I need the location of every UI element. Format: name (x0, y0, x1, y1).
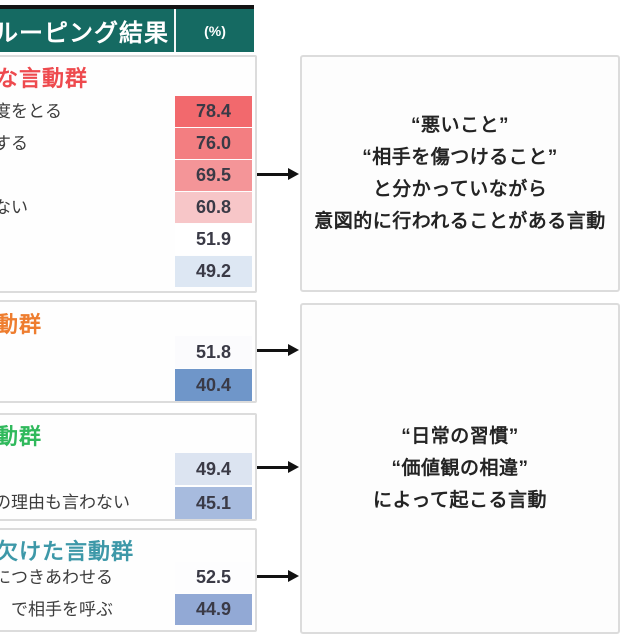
annotation-line: “日常の習慣” (401, 425, 519, 447)
row-label: 度をとる (0, 102, 62, 121)
arrow-head (288, 461, 299, 473)
header-unit-label: (%) (204, 22, 226, 39)
value-cell: 78.4 (175, 96, 252, 127)
arrow-shaft (257, 349, 289, 352)
row-label: につきあわせる (0, 568, 113, 587)
group-title-lacking-consideration: 欠けた言動群 (0, 539, 135, 564)
row-label (0, 256, 174, 287)
annotation-line: “相手を傷つけること” (362, 146, 558, 168)
group-title-malicious: な言動群 (0, 66, 89, 91)
value-cell: 76.0 (175, 128, 252, 159)
arrow-shaft (257, 173, 289, 176)
row-label (0, 369, 174, 401)
value-cell: 45.1 (175, 487, 252, 519)
row-label (0, 160, 174, 191)
annotation-box-intentional: “悪いこと” “相手を傷つけること” と分かっていながら 意図的に行われることが… (300, 55, 620, 292)
annotation-line: によって起こる言動 (373, 489, 547, 511)
annotation-line: 意図的に行われることがある言動 (314, 210, 606, 232)
header-divider (174, 9, 176, 52)
group-title-orange: 動群 (0, 312, 43, 337)
header-title: ルーピング結果 (0, 20, 169, 47)
arrow-head (288, 570, 299, 582)
arrow-shaft (257, 466, 289, 469)
row-label (0, 224, 174, 255)
value-cell: 51.8 (175, 336, 252, 368)
arrow-shaft (257, 575, 289, 578)
group-box-lacking-consideration: 欠けた言動群 につきあわせる 52.5 で相手を呼ぶ 44.9 (0, 528, 257, 632)
value-cell: 60.8 (175, 192, 252, 223)
row-label: する (0, 134, 28, 153)
arrow-head (288, 344, 299, 356)
annotation-line: “価値観の相違” (391, 457, 529, 479)
row-label (0, 453, 174, 485)
arrow-head (288, 168, 299, 180)
row-label: で相手を呼ぶ (0, 600, 113, 619)
row-label (0, 336, 174, 368)
group-title-green: 動群 (0, 424, 43, 449)
arrow-right-icon (257, 168, 299, 181)
value-cell: 49.4 (175, 453, 252, 485)
group-box-orange: 動群 51.8 40.4 (0, 300, 257, 403)
group-box-malicious: な言動群 度をとる 78.4 する 76.0 69.5 ない 60.8 51.9… (0, 55, 257, 293)
table-header: ルーピング結果 (%) (0, 5, 254, 52)
value-cell: 69.5 (175, 160, 252, 191)
row-label: の理由も言わない (0, 493, 130, 512)
value-cell: 49.2 (175, 256, 252, 287)
value-cell: 40.4 (175, 369, 252, 401)
annotation-line: “悪いこと” (410, 114, 509, 136)
annotation-line: と分かっていながら (372, 178, 548, 200)
value-cell: 44.9 (175, 594, 252, 625)
annotation-box-habitual: “日常の習慣” “価値観の相違” によって起こる言動 (300, 303, 620, 634)
arrow-right-icon (257, 461, 299, 474)
value-cell: 51.9 (175, 224, 252, 255)
arrow-right-icon (257, 344, 299, 357)
group-box-green: 動群 49.4 の理由も言わない 45.1 (0, 413, 257, 521)
arrow-right-icon (257, 570, 299, 583)
row-label: ない (0, 198, 28, 217)
value-cell: 52.5 (175, 562, 252, 593)
